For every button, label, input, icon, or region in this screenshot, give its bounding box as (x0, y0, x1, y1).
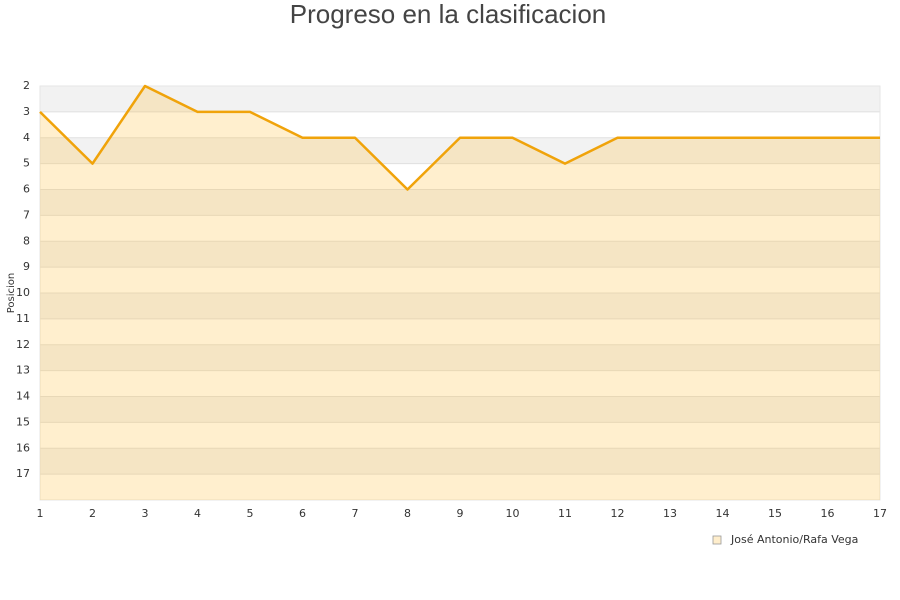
x-tick-label: 7 (352, 507, 359, 520)
x-tick-label: 17 (873, 507, 887, 520)
y-tick-label: 4 (23, 131, 30, 144)
legend-swatch (712, 535, 722, 545)
x-tick-label: 4 (194, 507, 201, 520)
plot-band (40, 370, 880, 397)
x-tick-label: 5 (247, 507, 254, 520)
plot-band (40, 448, 880, 475)
plot-band (40, 215, 880, 242)
x-tick-label: 14 (716, 507, 730, 520)
y-tick-label: 12 (16, 338, 30, 351)
x-tick-label: 12 (611, 507, 625, 520)
x-tick-label: 2 (89, 507, 96, 520)
x-tick-label: 16 (821, 507, 835, 520)
plot-band (40, 474, 880, 500)
y-tick-label: 2 (23, 79, 30, 92)
y-tick-label: 10 (16, 286, 30, 299)
plot-band (40, 267, 880, 293)
y-tick-label: 15 (16, 415, 30, 428)
plot-band (40, 344, 880, 371)
x-tick-label: 10 (506, 507, 520, 520)
x-tick-label: 3 (142, 507, 149, 520)
chart-title: Progreso en la clasificacion (290, 0, 607, 29)
plot-band (40, 111, 880, 138)
y-tick-label: 11 (16, 312, 30, 325)
y-tick-label: 14 (16, 390, 30, 403)
x-tick-label: 1 (37, 507, 44, 520)
legend-label: José Antonio/Rafa Vega (730, 533, 858, 546)
y-tick-label: 5 (23, 157, 30, 170)
line (39, 84, 880, 191)
plot-band (40, 86, 880, 112)
plot-band (40, 318, 880, 345)
x-tick-label: 8 (404, 507, 411, 520)
plot-band (40, 163, 880, 190)
x-tick-label: 13 (663, 507, 677, 520)
y-tick-label: 9 (23, 260, 30, 273)
plot-band (40, 189, 880, 216)
y-tick-label: 8 (23, 234, 30, 247)
plot-band (40, 422, 880, 449)
y-tick-label: 6 (23, 183, 30, 196)
y-axis-label: Posicion (6, 273, 17, 314)
y-tick-label: 13 (16, 364, 30, 377)
plot-band (40, 137, 880, 164)
x-tick-label: 9 (457, 507, 464, 520)
plot-band (40, 396, 880, 423)
plot-band (40, 293, 880, 319)
y-tick-label: 17 (16, 467, 30, 480)
y-tick-label: 3 (23, 105, 30, 118)
area (40, 86, 880, 500)
plot-border (39, 85, 881, 501)
y-tick-label: 7 (23, 208, 30, 221)
x-tick-label: 6 (299, 507, 306, 520)
x-tick-label: 11 (558, 507, 572, 520)
plot-band (40, 241, 880, 268)
x-tick-label: 15 (768, 507, 782, 520)
y-tick-label: 16 (16, 441, 30, 454)
